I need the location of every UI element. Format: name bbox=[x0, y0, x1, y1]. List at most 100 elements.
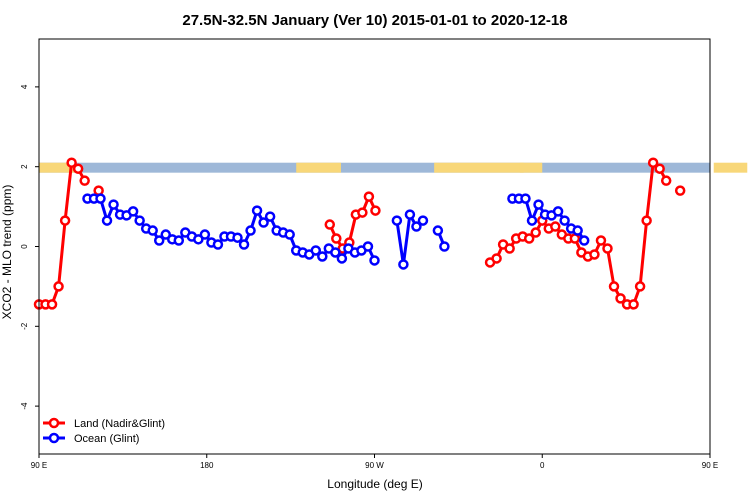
x-tick-label: 90 W bbox=[365, 461, 384, 470]
data-point bbox=[439, 241, 450, 252]
data-point bbox=[504, 243, 515, 254]
legend-label: Ocean (Glint) bbox=[74, 433, 139, 445]
data-point bbox=[101, 215, 113, 226]
legend-marker bbox=[48, 417, 60, 429]
land-band bbox=[296, 162, 341, 173]
data-point bbox=[199, 229, 211, 240]
y-tick-label: -2 bbox=[20, 322, 29, 330]
data-point bbox=[153, 235, 165, 246]
x-axis-label: Longitude (deg E) bbox=[327, 477, 422, 491]
data-point bbox=[46, 299, 58, 310]
data-point bbox=[362, 241, 374, 252]
data-point bbox=[550, 221, 561, 232]
data-point bbox=[212, 239, 224, 250]
data-point bbox=[674, 185, 686, 196]
data-point bbox=[530, 227, 541, 238]
data-point bbox=[526, 215, 538, 226]
data-point bbox=[589, 249, 600, 260]
data-point bbox=[59, 215, 71, 226]
data-point bbox=[595, 235, 607, 246]
data-point bbox=[173, 235, 185, 246]
data-point bbox=[654, 163, 665, 174]
data-point bbox=[628, 299, 639, 310]
data-point bbox=[417, 215, 429, 226]
data-point bbox=[193, 234, 204, 245]
data-point bbox=[391, 215, 403, 226]
x-tick-label: 0 bbox=[540, 461, 545, 470]
land-band bbox=[39, 162, 77, 173]
data-point bbox=[72, 163, 84, 174]
ocean-band bbox=[39, 162, 710, 173]
data-point bbox=[523, 233, 535, 244]
data-point bbox=[258, 217, 269, 228]
data-point bbox=[363, 191, 375, 202]
data-point bbox=[245, 225, 256, 236]
y-tick-label: 0 bbox=[20, 244, 29, 249]
data-point bbox=[147, 225, 158, 236]
data-point bbox=[647, 157, 659, 168]
data-point bbox=[264, 211, 276, 222]
data-point bbox=[108, 199, 119, 210]
data-point bbox=[284, 229, 295, 240]
legend: Land (Nadir&Glint) Ocean (Glint) bbox=[43, 417, 165, 445]
data-point bbox=[160, 229, 171, 240]
data-point bbox=[331, 233, 342, 244]
land-band bbox=[713, 162, 748, 173]
series-land bbox=[33, 157, 686, 310]
data-point bbox=[572, 225, 583, 236]
land-band bbox=[434, 162, 524, 173]
data-point bbox=[232, 232, 243, 243]
data-point bbox=[615, 293, 626, 304]
data-point bbox=[251, 205, 263, 216]
data-point bbox=[324, 219, 336, 230]
y-tick-label: 4 bbox=[20, 84, 29, 89]
data-point bbox=[398, 259, 409, 270]
y-tick-label: -4 bbox=[20, 402, 29, 410]
x-tick-label: 90 E bbox=[702, 461, 718, 470]
data-point bbox=[336, 253, 348, 264]
data-point bbox=[317, 251, 328, 262]
data-point bbox=[559, 215, 570, 226]
data-point bbox=[432, 225, 444, 236]
data-point bbox=[53, 281, 64, 292]
data-point bbox=[608, 281, 620, 292]
data-point bbox=[552, 206, 564, 217]
y-tick-label: 2 bbox=[20, 164, 29, 169]
x-tick-label: 180 bbox=[200, 461, 214, 470]
series-layer bbox=[33, 157, 686, 310]
data-point bbox=[127, 206, 139, 217]
land-sea-strip bbox=[39, 162, 748, 173]
data-point bbox=[533, 199, 544, 210]
data-point bbox=[411, 221, 422, 232]
data-point bbox=[602, 243, 613, 254]
data-point bbox=[520, 193, 531, 204]
y-axis-label: XCO2 - MLO trend (ppm) bbox=[0, 185, 14, 320]
data-point bbox=[660, 175, 672, 186]
chart-title: 27.5N-32.5N January (Ver 10) 2015-01-01 … bbox=[182, 12, 567, 29]
data-point bbox=[93, 185, 104, 196]
data-point bbox=[330, 247, 341, 258]
data-point bbox=[369, 255, 380, 266]
x-tick-label: 90 E bbox=[31, 461, 47, 470]
y-axis-ticks: -4 -2 0 2 4 bbox=[20, 84, 39, 410]
data-point bbox=[310, 245, 322, 256]
data-point bbox=[95, 193, 106, 204]
legend-marker bbox=[48, 432, 60, 444]
x-axis-ticks: 90 E 180 90 W 0 90 E bbox=[31, 454, 718, 470]
series-ocean bbox=[82, 193, 590, 270]
data-point bbox=[66, 157, 77, 168]
legend-label: Land (Nadir&Glint) bbox=[74, 418, 165, 430]
data-point bbox=[238, 239, 250, 250]
data-point bbox=[491, 253, 502, 264]
land-band bbox=[519, 162, 543, 173]
data-point bbox=[404, 209, 416, 220]
data-point bbox=[357, 207, 368, 218]
data-point bbox=[134, 215, 145, 226]
data-point bbox=[634, 281, 646, 292]
data-point bbox=[370, 205, 381, 216]
data-point bbox=[79, 175, 90, 186]
data-point bbox=[641, 215, 652, 226]
data-point bbox=[578, 235, 590, 246]
